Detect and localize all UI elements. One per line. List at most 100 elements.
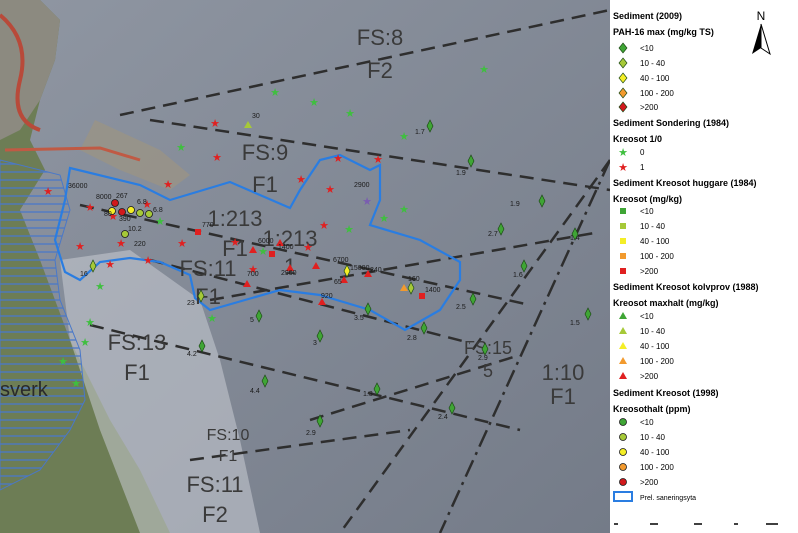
sample-square	[195, 229, 201, 235]
zone-label: FS:8	[357, 25, 403, 50]
value-label: 220	[134, 241, 146, 248]
legend-diamond-icon	[618, 57, 628, 69]
sample-diamond	[497, 222, 505, 236]
legend-item-label: 10 - 40	[640, 222, 665, 231]
legend-diamond-icon	[618, 87, 628, 99]
legend-section-subtitle: Kreosot maxhalt (mg/kg)	[613, 298, 719, 308]
legend-item-label: 10 - 40	[640, 327, 665, 336]
sample-diamond	[261, 374, 269, 388]
legend-item-label: >200	[640, 103, 659, 112]
sample-star: ★	[319, 219, 329, 232]
sample-star: ★	[362, 195, 372, 208]
value-label: 1400	[425, 287, 441, 294]
value-label: 6700	[333, 257, 349, 264]
north-arrow-letter: N	[757, 9, 766, 23]
sample-circle	[121, 230, 129, 238]
legend-square-icon	[620, 238, 626, 244]
sample-star: ★	[248, 263, 258, 276]
road	[4, 146, 141, 162]
legend-item-label: <10	[640, 418, 654, 427]
sample-diamond	[373, 382, 381, 396]
value-label-group: 30 1.7 1.9 1.9 2900 36000 8000 267 6.8 8…	[68, 113, 580, 437]
legend-triangle-icon	[619, 327, 627, 334]
sample-diamond	[420, 321, 428, 335]
sample-star: ★	[258, 245, 268, 258]
legend-square-icon	[620, 268, 626, 274]
value-label: 1.4	[570, 235, 580, 242]
legend-item-label: 100 - 200	[640, 463, 674, 472]
sample-points-1984: ★ ★ ★ ★ ★ ★ ★ ★ ★ ★ ★ ★ ★ ★ ★ ★ ★ ★ ★ ★	[43, 63, 489, 390]
zone-label: 5	[483, 361, 493, 381]
value-label: 1.5	[570, 320, 580, 327]
sample-diamond	[467, 154, 475, 168]
sample-diamond	[198, 339, 206, 353]
sample-star: ★	[95, 280, 105, 293]
sample-diamond	[197, 289, 205, 303]
value-label: 10.2	[128, 226, 142, 233]
sample-star: ★	[75, 240, 85, 253]
sample-star: ★	[71, 377, 81, 390]
zone-label: F1	[222, 236, 248, 261]
sample-star: ★	[105, 258, 115, 271]
sample-star: ★	[80, 336, 90, 349]
sample-star: ★	[85, 201, 95, 214]
legend-section-title: Sediment Kreosot huggare (1984)	[613, 178, 757, 188]
sample-triangle	[400, 284, 408, 291]
sample-triangle	[249, 246, 257, 253]
value-label: 267	[116, 193, 128, 200]
legend-triangle-icon	[619, 342, 627, 349]
sample-star: ★	[373, 153, 383, 166]
zone-label: FS:13	[108, 330, 167, 355]
value-label: 1.7	[415, 129, 425, 136]
value-label: 30	[252, 113, 260, 120]
sample-diamond	[571, 227, 579, 241]
sample-triangle	[312, 262, 320, 269]
sample-diamond	[316, 414, 324, 428]
sample-star: ★	[142, 198, 152, 211]
sample-diamond	[343, 264, 351, 278]
sample-circle	[127, 206, 135, 214]
legend-diamond-icon	[618, 72, 628, 84]
sample-points-2009	[89, 119, 592, 428]
value-label: 3.5	[354, 315, 364, 322]
sample-star: ★	[210, 117, 220, 130]
sample-triangle	[243, 280, 251, 287]
north-arrow-icon	[752, 24, 761, 54]
sample-star: ★	[270, 86, 280, 99]
legend-item-label: 100 - 200	[640, 252, 674, 261]
value-label: 6.8	[137, 199, 147, 206]
sample-star: ★	[309, 96, 319, 109]
value-label: 2.4	[438, 414, 448, 421]
map-canvas: FS:8 F2 FS:9 F1 1:213 F1 1:213 1 FS:11 F…	[0, 0, 610, 533]
legend-polygon-icon	[613, 491, 633, 502]
sample-star: ★	[399, 203, 409, 216]
sample-star: ★	[212, 151, 222, 164]
legend-circle-icon	[619, 433, 627, 441]
sample-diamond	[448, 401, 456, 415]
zone-label: F2	[202, 502, 228, 527]
remediation-polygon	[53, 153, 462, 332]
legend-item-label: <10	[640, 207, 654, 216]
sample-star: ★	[176, 141, 186, 154]
sample-star: ★	[108, 210, 118, 223]
value-label: 1400	[278, 244, 294, 251]
value-label: 1.6	[513, 272, 523, 279]
legend-square-icon	[620, 208, 626, 214]
sample-diamond	[407, 281, 415, 295]
sample-diamond	[520, 259, 528, 273]
value-label: 4.4	[250, 388, 260, 395]
road	[0, 13, 41, 132]
legend-item-label: >200	[640, 372, 659, 381]
sample-star: ★	[155, 215, 165, 228]
shallow-area	[60, 250, 260, 533]
sample-circle	[145, 210, 153, 218]
sample-triangle	[286, 264, 294, 271]
sample-circle	[108, 207, 116, 215]
sample-star: ★	[345, 107, 355, 120]
legend-content: Sediment (2009) PAH-16 max (mg/kg TS) <1…	[613, 11, 778, 525]
sample-star: ★	[43, 185, 53, 198]
value-label: 15000	[350, 265, 370, 272]
legend-item-label: 1	[640, 163, 645, 172]
legend-square-icon	[620, 223, 626, 229]
